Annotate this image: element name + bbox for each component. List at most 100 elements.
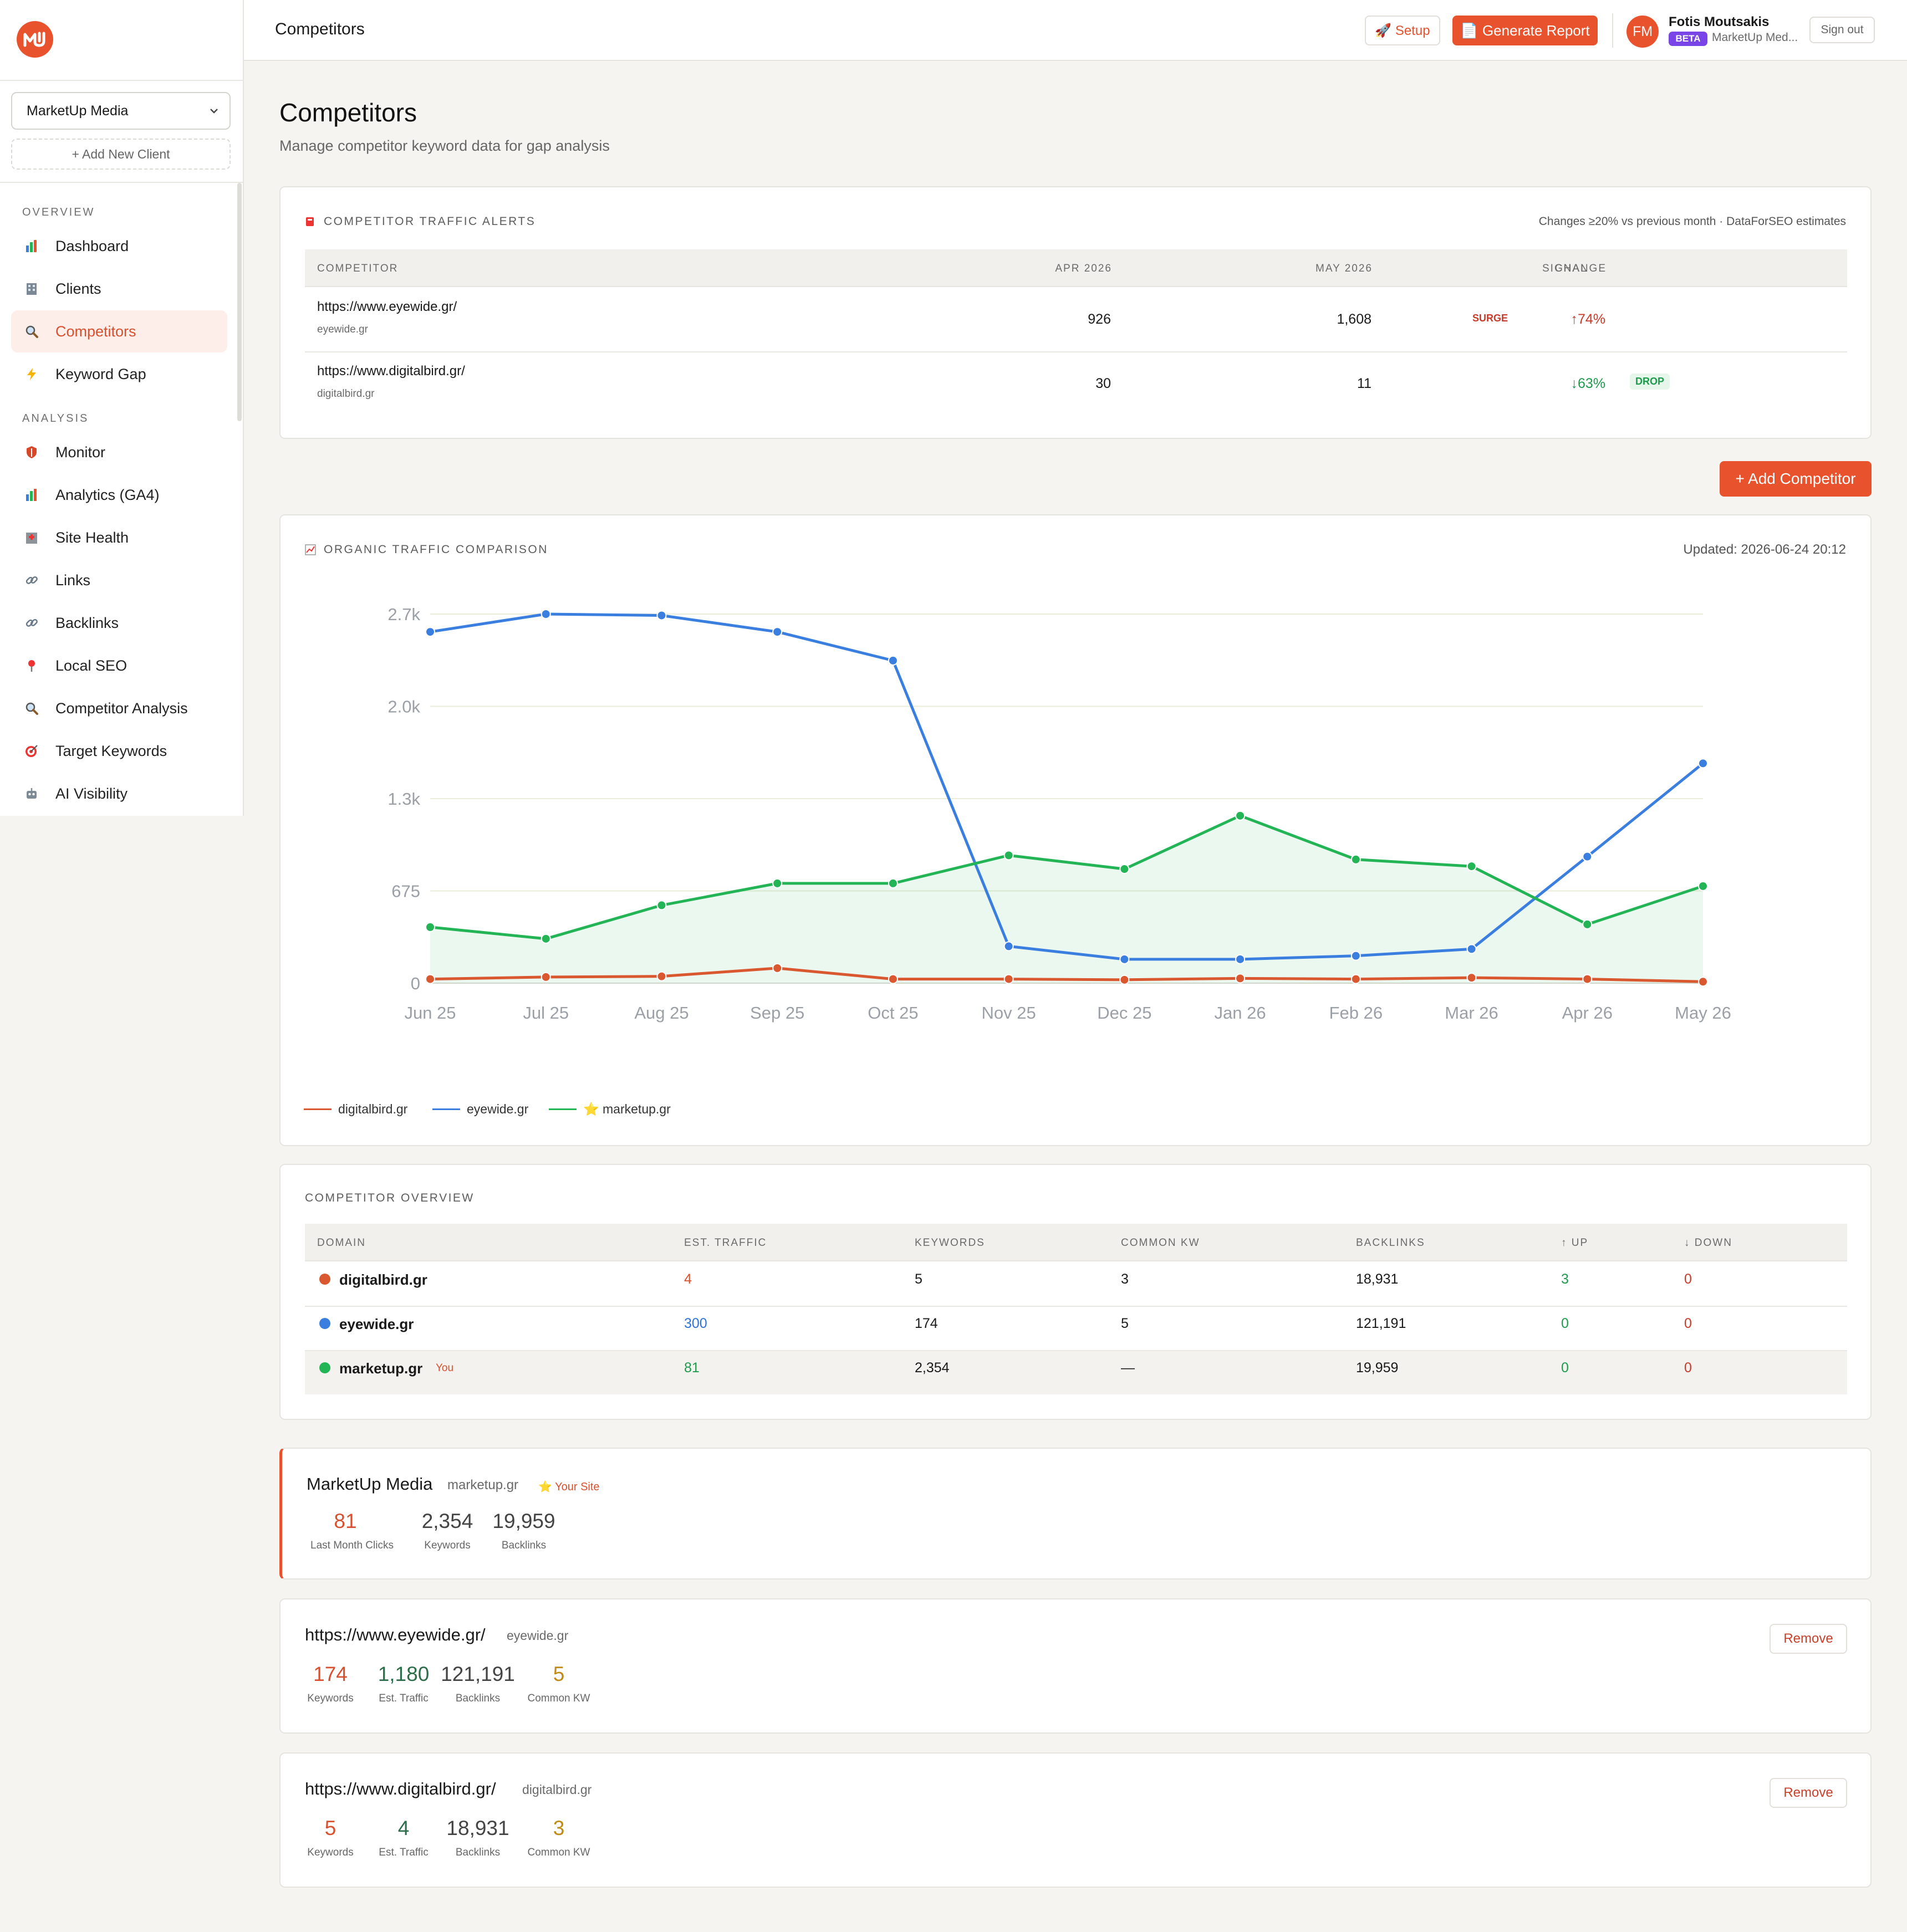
sign-out-button[interactable]: Sign out [1809,17,1875,43]
stat-label: Backlinks [501,1540,547,1551]
header-divider [1612,13,1613,48]
column-header: ↓ DOWN [1684,1237,1732,1249]
logo-icon[interactable] [17,21,53,58]
competitor-card-url[interactable]: https://www.digitalbird.gr/ [305,1779,496,1798]
sidebar-item-site-health[interactable]: Site Health [11,517,227,559]
competitor-card: https://www.digitalbird.gr/ digitalbird.… [279,1752,1872,1888]
bar-chart-icon [23,238,40,254]
competitor-overview-card: COMPETITOR OVERVIEW DOMAIN EST. TRAFFIC … [279,1164,1872,1420]
x-tick-label: Dec 25 [1097,1003,1151,1023]
series-line [430,814,1704,941]
own-site-domain: marketup.gr [447,1478,519,1493]
client-select-label: MarketUp Media [27,103,129,119]
stat-value: 5 [553,1663,565,1685]
common-kw-cell: — [1121,1360,1135,1376]
legend-item[interactable]: ⭐ marketup.gr [549,1102,671,1117]
x-tick-label: Aug 25 [634,1003,689,1023]
stat-label: Keywords [424,1540,471,1551]
sidebar-scrollbar[interactable] [237,183,242,421]
link-icon [23,572,40,589]
data-point [772,963,783,973]
x-tick-label: Jul 25 [523,1003,569,1023]
remove-button[interactable]: Remove [1770,1624,1847,1654]
stat-value: 19,959 [492,1510,555,1532]
shield-icon [23,444,40,461]
traffic-line-chart: 0 675 1.3k 2.0k 2.7k Jun 25 Jul 25 Aug 25 Sep 25… [387,605,1731,1023]
own-site-card: MarketUp Media marketup.gr ⭐ Your Site 8… [279,1448,1872,1580]
sidebar-item-target-keywords[interactable]: Target Keywords [11,730,227,772]
stat-value: 1,180 [378,1663,430,1685]
sidebar-item-label: Keyword Gap [55,365,146,382]
sidebar-item-links[interactable]: Links [11,559,227,601]
client-select[interactable]: MarketUp Media [11,92,231,130]
sidebar-item-dashboard[interactable]: Dashboard [11,225,227,267]
traffic-cell: 4 [684,1271,692,1287]
down-cell: 0 [1684,1316,1692,1331]
traffic-cell: 300 [684,1316,707,1331]
data-point [1119,974,1130,985]
x-tick-label: Apr 26 [1562,1003,1613,1023]
legend-label: ⭐ marketup.gr [583,1102,671,1116]
sidebar-item-clients[interactable]: Clients [11,268,227,310]
user-org: MarketUp Med... [1712,31,1798,44]
avatar[interactable]: FM [1626,16,1659,48]
add-client-button[interactable]: + Add New Client [11,139,231,170]
competitor-url[interactable]: https://www.eyewide.gr/ [317,299,457,314]
sidebar-divider [0,182,243,183]
series-area [430,815,1703,983]
sidebar-item-label: Clients [55,280,101,297]
competitor-card-domain: digitalbird.gr [522,1782,592,1797]
data-point [656,971,667,982]
top-bar-title: Competitors [275,20,365,38]
stat-label: Common KW [527,1693,590,1704]
sidebar-item-backlinks[interactable]: Backlinks [11,602,227,644]
down-cell: 0 [1684,1271,1692,1287]
data-point [1350,854,1361,865]
remove-button[interactable]: Remove [1770,1778,1847,1808]
setup-button[interactable]: 🚀 Setup [1365,16,1440,45]
competitor-card: https://www.eyewide.gr/ eyewide.gr Remov… [279,1598,1872,1734]
data-point [1003,850,1014,861]
sidebar-item-ai-visibility[interactable]: AI Visibility [11,773,227,815]
competitor-url[interactable]: https://www.digitalbird.gr/ [317,364,465,379]
data-point [425,974,435,984]
data-point [772,627,783,637]
stat-value: 2,354 [421,1510,473,1532]
legend-item[interactable]: digitalbird.gr [304,1102,407,1117]
y-tick-label: 0 [411,974,420,993]
sidebar-item-analytics[interactable]: Analytics (GA4) [11,474,227,516]
data-point [541,972,551,982]
competitor-card-url[interactable]: https://www.eyewide.gr/ [305,1625,486,1644]
data-point [1119,864,1130,875]
sidebar-item-label: Local SEO [55,657,128,674]
sidebar-item-competitor-analysis[interactable]: Competitor Analysis [11,687,227,729]
table-row-own-site[interactable] [305,1351,1847,1394]
apr-value: 926 [1088,311,1111,327]
building-icon [23,280,40,297]
data-point [1582,974,1593,984]
legend-item[interactable]: eyewide.gr [432,1102,528,1117]
keywords-cell: 5 [915,1271,922,1287]
stat-label: Keywords [307,1847,354,1858]
sidebar-item-monitor[interactable]: Monitor [11,431,227,473]
sidebar-item-competitors[interactable]: Competitors [11,310,227,352]
generate-report-button[interactable]: 📄 Generate Report [1452,16,1598,45]
x-tick-label: Nov 25 [982,1003,1036,1023]
legend-label: eyewide.gr [467,1102,529,1116]
overview-table-header: DOMAIN EST. TRAFFIC KEYWORDS COMMON KW B… [305,1224,1847,1261]
data-point [1698,881,1708,891]
target-icon [23,743,40,759]
y-tick-label: 675 [391,882,420,901]
legend-label: digitalbird.gr [338,1102,408,1116]
sidebar-item-keyword-gap[interactable]: Keyword Gap [11,353,227,395]
add-competitor-button[interactable]: + Add Competitor [1720,461,1872,497]
column-header: EST. TRAFFIC [684,1237,767,1249]
overview-title: COMPETITOR OVERVIEW [305,1192,475,1204]
data-point [1235,954,1246,964]
keywords-cell: 174 [915,1316,938,1331]
column-header: APR 2026 [1055,263,1112,274]
traffic-cell: 81 [684,1360,700,1376]
data-point [1119,954,1130,964]
sidebar-item-local-seo[interactable]: Local SEO [11,645,227,687]
change-value: ↓63% [1571,376,1605,391]
